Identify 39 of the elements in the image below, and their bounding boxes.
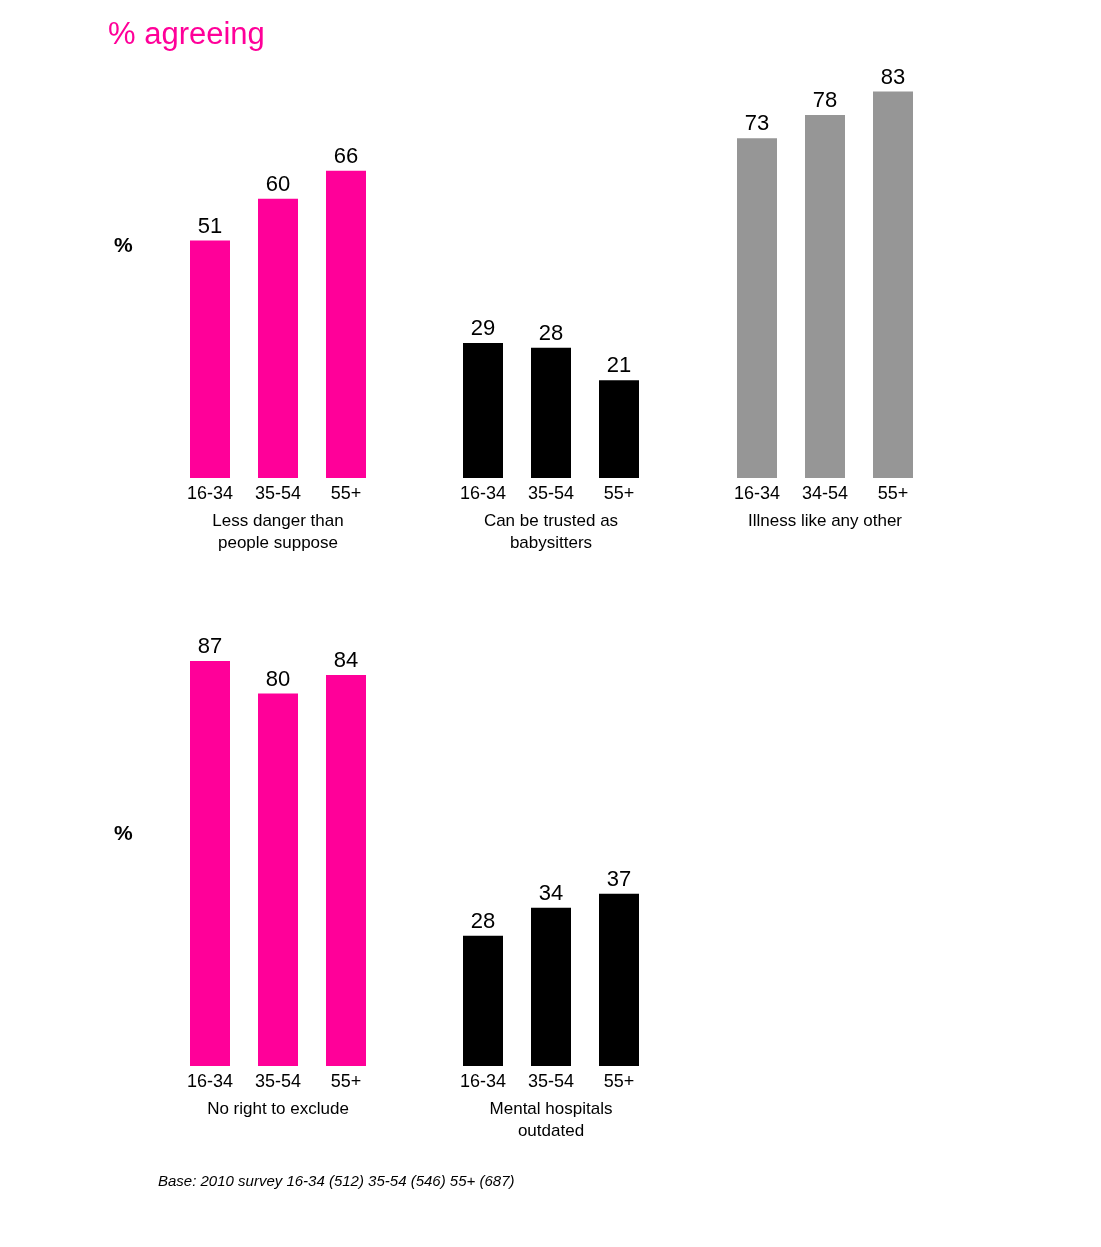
y-axis-title: %	[114, 233, 133, 257]
data-label: 21	[606, 352, 632, 378]
data-label: 34	[538, 879, 564, 905]
x-tick-label: 35-54	[254, 1070, 302, 1091]
x-tick-label: 35-54	[527, 1070, 575, 1091]
x-tick-label: 55+	[877, 482, 909, 503]
x-tick-label: 16-34	[186, 1070, 234, 1091]
data-label: 51	[197, 212, 223, 238]
data-label: 28	[470, 907, 496, 933]
data-label: 73	[744, 110, 770, 136]
data-label: 66	[333, 142, 359, 168]
x-tick-label: 55+	[603, 1070, 635, 1091]
data-label: 83	[880, 63, 906, 89]
x-tick-label: 16-34	[459, 482, 507, 503]
data-label: 37	[606, 865, 632, 891]
x-tick-label: 16-34	[733, 482, 781, 503]
data-label: 60	[265, 170, 291, 196]
y-axis-title: %	[114, 821, 133, 845]
data-label: 84	[333, 646, 359, 672]
data-label: 28	[538, 319, 564, 345]
data-label: 87	[197, 633, 223, 658]
x-tick-label: 55+	[603, 482, 635, 503]
x-axis-title: Can be trusted as babysitters	[482, 510, 620, 554]
chart-title: % agreeing	[108, 16, 265, 52]
x-tick-label: 35-54	[254, 482, 302, 503]
x-tick-label: 16-34	[186, 482, 234, 503]
data-label: 78	[812, 86, 838, 112]
x-tick-label: 34-54	[801, 482, 849, 503]
x-tick-label: 55+	[330, 482, 362, 503]
data-label: 29	[470, 315, 496, 340]
data-label: 80	[265, 665, 291, 691]
x-tick-label: 16-34	[459, 1070, 507, 1091]
x-axis-title: Illness like any other	[747, 510, 903, 532]
x-tick-label: 35-54	[527, 482, 575, 503]
text: Base: 2010 survey 16-34 (512) 35-54 (546) 55+ (687)	[158, 1172, 515, 1189]
x-axis-title: No right to exclude	[206, 1098, 350, 1120]
x-tick-label: 55+	[330, 1070, 362, 1091]
x-axis-title: Less danger than people suppose	[211, 510, 345, 554]
x-axis-title: Mental hospitals outdated	[488, 1098, 614, 1142]
